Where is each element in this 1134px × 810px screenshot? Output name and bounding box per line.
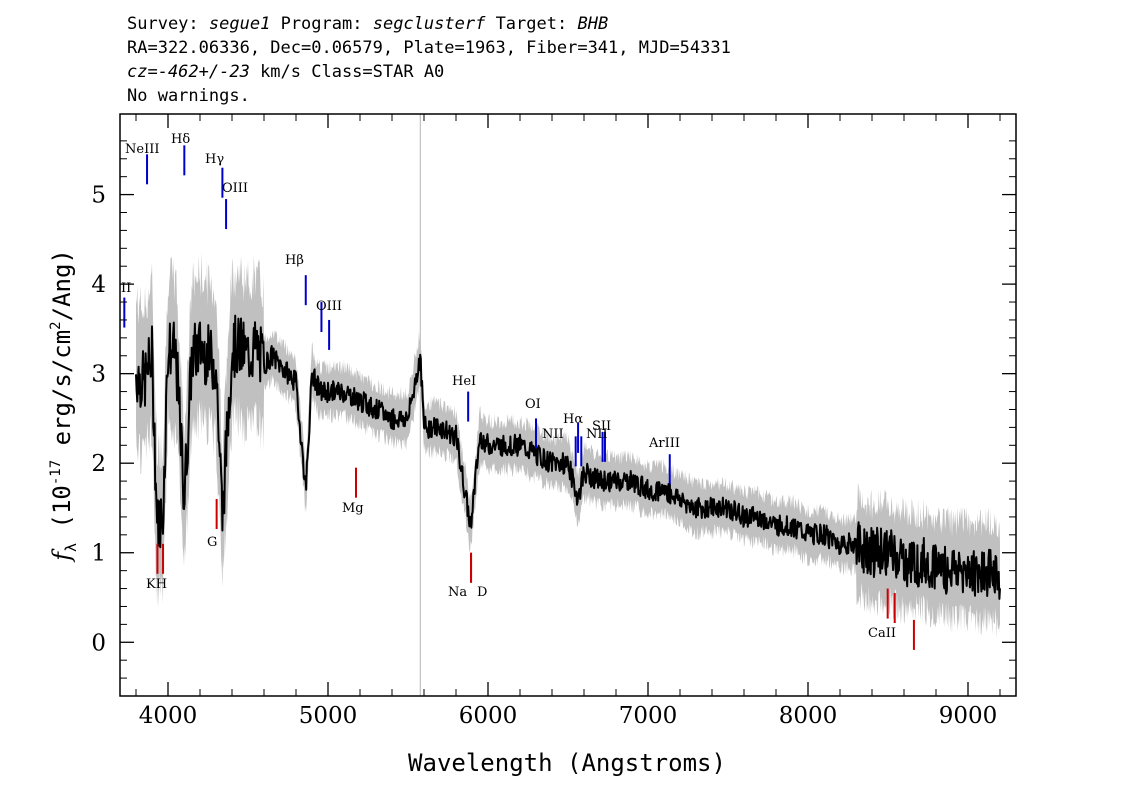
x-tick-label: 5000 — [299, 703, 358, 729]
x-axis-title: Wavelength (Angstroms) — [408, 749, 726, 777]
line-label-d: D — [477, 585, 487, 600]
error-band-layer — [136, 252, 1000, 639]
axis-ticks: 4000 5000 6000 7000 8000 9000 0 1 2 3 4 5 — [91, 114, 1016, 729]
error-band — [136, 252, 1000, 639]
cz-rest: km/s Class=STAR A0 — [249, 62, 445, 82]
header-line-4: No warnings. — [127, 86, 250, 106]
line-label-hbeta: Hβ — [285, 253, 304, 268]
y-tick-label: 5 — [91, 183, 106, 209]
line-label-halpha: Hα — [563, 412, 583, 427]
line-label-oiii-a: OIII — [222, 181, 248, 196]
spectral-lines-layer — [123, 145, 915, 650]
y-tick-label: 0 — [91, 630, 106, 656]
line-label-kh: KH — [146, 577, 167, 592]
line-label-oi: OI — [525, 397, 541, 412]
x-tick-label: 7000 — [619, 703, 678, 729]
plot-frame — [119, 113, 1017, 697]
target-value: BHB — [577, 14, 609, 34]
spectral-line-labels: II NeIII Hδ Hγ OIII Hβ OIII HeI OI NII H… — [121, 132, 896, 641]
survey-label: Survey: — [127, 14, 199, 34]
cz-value: cz=-462+/-23 — [127, 62, 250, 82]
line-label-hei: HeI — [452, 374, 476, 389]
program-label: Program: — [280, 14, 363, 34]
line-label-g: G — [207, 535, 217, 550]
target-label: Target: — [495, 14, 568, 34]
header-line-3: cz=-462+/-23 km/s Class=STAR A0 — [127, 60, 731, 84]
line-label-mg: Mg — [342, 501, 364, 516]
flux-layer — [135, 314, 1001, 600]
line-label-neiii: NeIII — [125, 142, 159, 157]
line-label-nii-a: NII — [542, 427, 564, 442]
x-tick-label: 6000 — [459, 703, 518, 729]
line-label-hgamma: Hγ — [205, 152, 224, 167]
y-tick-label: 4 — [91, 272, 106, 298]
line-label-na: Na — [448, 585, 467, 600]
line-label-oii: II — [121, 281, 131, 296]
line-label-ariii: ArIII — [648, 436, 680, 451]
y-tick-label: 1 — [91, 541, 106, 567]
header-line-2: RA=322.06336, Dec=0.06579, Plate=1963, F… — [127, 38, 731, 58]
flux-line — [135, 314, 1001, 600]
program-value: segclusterf — [372, 14, 486, 34]
line-label-nii-b: NII — [586, 427, 608, 442]
line-label-caii: CaII — [868, 626, 896, 641]
y-tick-label: 3 — [91, 362, 106, 388]
survey-value: segue1 — [208, 14, 271, 34]
header-line-1: Survey: segue1 Program: segclusterf Targ… — [127, 12, 731, 36]
x-tick-label: 9000 — [939, 703, 998, 729]
line-label-oiii-b: OIII — [316, 299, 342, 314]
line-label-hdelta: Hδ — [171, 132, 190, 147]
x-tick-label: 8000 — [779, 703, 838, 729]
spectrum-header: Survey: segue1 Program: segclusterf Targ… — [127, 12, 731, 108]
line-label-sii: SII — [592, 419, 611, 434]
x-tick-label: 4000 — [139, 703, 198, 729]
y-tick-label: 2 — [91, 451, 106, 477]
y-axis-title: fλ (10-17 erg/s/cm2/Ang) — [48, 249, 80, 563]
